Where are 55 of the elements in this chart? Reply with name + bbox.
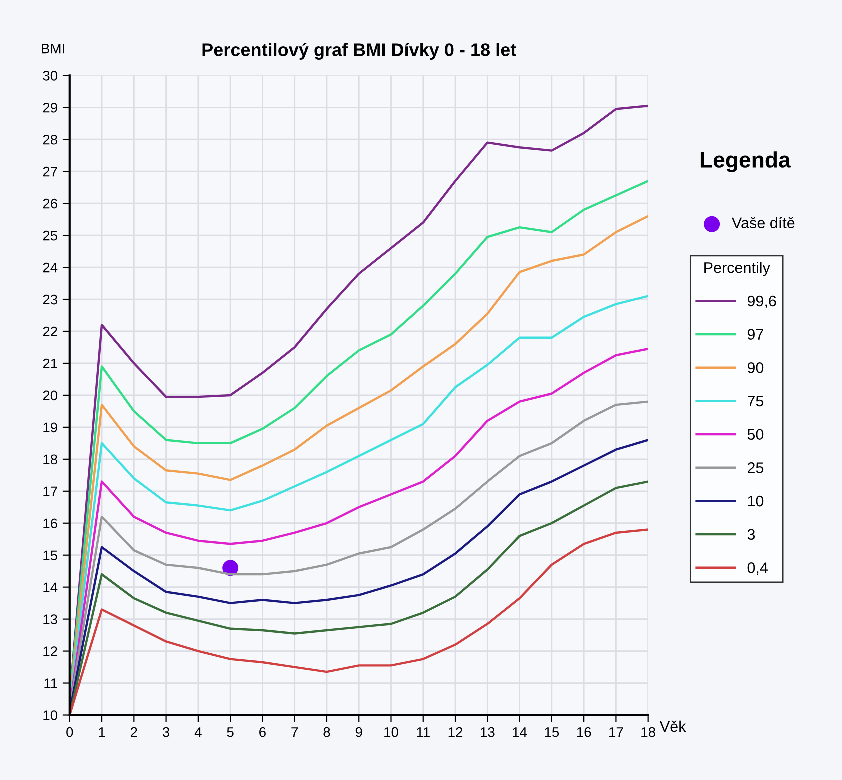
- legend-label: 97: [748, 329, 764, 340]
- y-tick-label: 17: [44, 486, 58, 496]
- legend-label: 75: [748, 396, 764, 407]
- x-tick-label: 9: [356, 727, 362, 738]
- x-tick-label: 0: [66, 727, 74, 738]
- x-tick-label: 15: [545, 728, 560, 738]
- y-tick-label: 29: [43, 102, 58, 113]
- x-tick-label: 4: [194, 728, 202, 738]
- x-tick-label: 13: [480, 727, 495, 738]
- y-tick-label: 16: [44, 518, 58, 529]
- y-tick-label: 12: [44, 646, 58, 656]
- y-tick-label: 30: [43, 70, 58, 81]
- legend-label: Vaše dítě: [732, 217, 795, 229]
- x-tick-label: 10: [384, 727, 398, 738]
- y-tick-label: 27: [43, 166, 58, 177]
- y-tick-label: 13: [44, 614, 58, 624]
- x-tick-label: 3: [162, 727, 170, 738]
- y-tick-label: 24: [43, 262, 58, 273]
- x-tick-label: 7: [292, 728, 298, 738]
- y-tick-label: 20: [43, 390, 58, 401]
- y-tick-label: 14: [44, 582, 58, 592]
- x-tick-label: 12: [448, 727, 463, 738]
- y-tick-label: 21: [43, 358, 58, 369]
- y-axis-title: BMI: [42, 44, 64, 54]
- y-tick-label: 19: [44, 422, 58, 433]
- legend-label: 0,4: [748, 562, 768, 576]
- legend-label: 10: [748, 496, 764, 507]
- legend-title: Percentily: [704, 262, 770, 276]
- y-tick-label: 25: [43, 230, 58, 241]
- x-tick-label: 14: [513, 728, 528, 738]
- y-tick-label: 28: [43, 134, 58, 145]
- text: Legenda: [700, 152, 792, 172]
- x-tick-label: 5: [227, 728, 234, 738]
- x-tick-label: 11: [417, 728, 430, 738]
- y-tick-label: 18: [44, 454, 58, 465]
- legend-label: 3: [748, 529, 756, 540]
- x-tick-label: 2: [130, 727, 138, 738]
- x-tick-label: 18: [642, 727, 656, 738]
- legend-label: 99,6: [748, 296, 776, 308]
- y-tick-label: 23: [43, 294, 58, 305]
- x-tick-label: 1: [99, 728, 106, 738]
- y-tick-label: 11: [44, 678, 58, 688]
- y-tick-label: 26: [43, 198, 58, 209]
- x-axis-title: Věk: [660, 720, 686, 732]
- legend-label: 25: [748, 462, 764, 474]
- x-tick-label: 17: [610, 728, 624, 738]
- legend-label: 50: [748, 429, 764, 440]
- x-tick-label: 6: [260, 727, 266, 738]
- y-tick-label: 22: [43, 326, 58, 337]
- y-tick-label: 10: [44, 710, 58, 720]
- x-tick-label: 16: [577, 727, 592, 738]
- chart-title: Percentilový graf BMI Dívky 0 - 18 let: [202, 42, 516, 60]
- y-tick-label: 15: [44, 550, 58, 561]
- legend-label: 90: [748, 362, 764, 374]
- x-tick-label: 8: [324, 727, 330, 738]
